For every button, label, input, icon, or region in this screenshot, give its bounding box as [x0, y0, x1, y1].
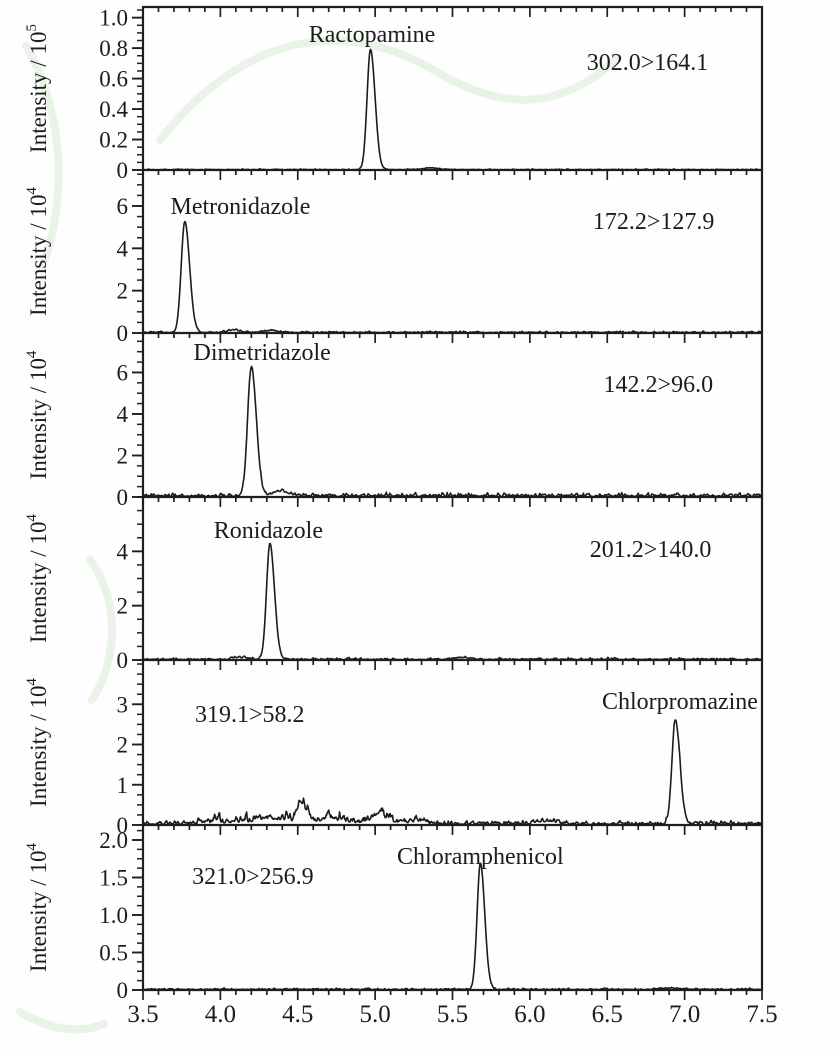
- y-axis-title: Intensity / 104: [24, 843, 51, 972]
- y-tick-label: 2: [117, 733, 129, 758]
- y-tick-label: 0.2: [99, 128, 128, 153]
- transition-label: 201.2>140.0: [590, 537, 712, 563]
- y-tick-label: 0.4: [99, 97, 128, 122]
- compound-label: Chlorpromazine: [602, 689, 758, 715]
- panel-chlorpromazine: 0 1 2 3 Intensity / 104 Chlorpromazine 319.1>5…: [24, 663, 763, 838]
- compound-label: Ronidazole: [214, 518, 323, 544]
- y-tick-label: 2.0: [99, 828, 128, 853]
- x-tick-label: 3.5: [127, 1001, 158, 1028]
- trace-chloramphenicol: [142, 862, 763, 991]
- compound-label: Chloramphenicol: [397, 844, 564, 870]
- y-tick-label: 0: [117, 321, 129, 346]
- trace-chlorpromazine: [142, 719, 763, 826]
- y-tick-label: 1.0: [99, 6, 128, 31]
- y-axis-title: Intensity / 104: [24, 187, 51, 316]
- trace-dimetridazole: [142, 365, 763, 498]
- y-tick-label: 4: [117, 539, 129, 564]
- y-tick-label: 3: [117, 692, 129, 717]
- transition-label: 302.0>164.1: [587, 50, 709, 76]
- axis-text: 3.5 4.0 4.5 5.0 5.5 6.0 6.5 7.0 7.5: [127, 1001, 777, 1028]
- x-tick-label: 7.0: [669, 1001, 700, 1028]
- compound-label: Ractopamine: [309, 22, 436, 48]
- y-axis-title: Intensity / 104: [24, 678, 51, 807]
- trace-ractopamine: [142, 48, 763, 171]
- x-tick-label: 6.5: [592, 1001, 623, 1028]
- y-tick-label: 1.5: [99, 866, 128, 891]
- panel-ronidazole: 0 2 4 Intensity / 104 Ronidazole 201.2>140.0: [24, 496, 763, 673]
- x-tick-label: 4.0: [205, 1001, 236, 1028]
- x-tick-label: 5.0: [360, 1001, 391, 1028]
- y-tick-label: 4: [117, 236, 129, 261]
- panel-metronidazole: 0 2 4 6 Intensity / 104 Metronidazole 172.2>12…: [24, 173, 763, 346]
- y-tick-label: 0.8: [99, 36, 128, 61]
- transition-label: 319.1>58.2: [195, 702, 305, 728]
- y-tick-label: 2: [117, 443, 129, 468]
- panel-ractopamine: 0 0.2 0.4 0.6 0.8 1.0 Intensity / 105 Ractopami…: [24, 6, 763, 183]
- transition-label: 142.2>96.0: [604, 372, 714, 398]
- y-tick-label: 0: [117, 158, 129, 183]
- compound-label: Dimetridazole: [194, 340, 331, 366]
- panel-dimetridazole: 0 2 4 6 Intensity / 104 Dimetridazole 142.2>96…: [24, 340, 763, 510]
- trace-metronidazole: [142, 220, 763, 334]
- y-tick-label: 2: [117, 594, 129, 619]
- y-axis-title: Intensity / 105: [24, 24, 51, 153]
- y-tick-label: 1: [117, 773, 129, 798]
- x-tick-label: 4.5: [282, 1001, 313, 1028]
- x-tick-label: 7.5: [746, 1001, 777, 1028]
- transition-label: 321.0>256.9: [192, 864, 314, 890]
- y-tick-label: 0: [117, 978, 129, 1003]
- trace-ronidazole: [142, 542, 763, 661]
- y-tick-label: 0.5: [99, 941, 128, 966]
- y-tick-label: 4: [117, 402, 129, 427]
- transition-label: 172.2>127.9: [593, 209, 715, 235]
- y-tick-label: 1.0: [99, 903, 128, 928]
- y-tick-label: 0: [117, 485, 129, 510]
- y-tick-label: 6: [117, 194, 129, 219]
- y-tick-label: 2: [117, 279, 129, 304]
- y-tick-label: 0.6: [99, 67, 128, 92]
- x-tick-label: 6.0: [514, 1001, 545, 1028]
- axis-ticks: [142, 7, 763, 1000]
- x-tick-label: 5.5: [437, 1001, 468, 1028]
- y-tick-label: 6: [117, 360, 129, 385]
- y-axis-title: Intensity / 104: [24, 350, 51, 479]
- y-tick-label: 0: [117, 648, 129, 673]
- y-axis-title: Intensity / 104: [24, 514, 51, 643]
- watermark-squiggle: [16, 36, 622, 1034]
- panel-chloramphenicol: 0 0.5 1.0 1.5 2.0 Intensity / 104 Chlorampheni…: [24, 828, 763, 1003]
- compound-label: Metronidazole: [171, 194, 311, 220]
- y-tick-label: 0: [117, 813, 129, 838]
